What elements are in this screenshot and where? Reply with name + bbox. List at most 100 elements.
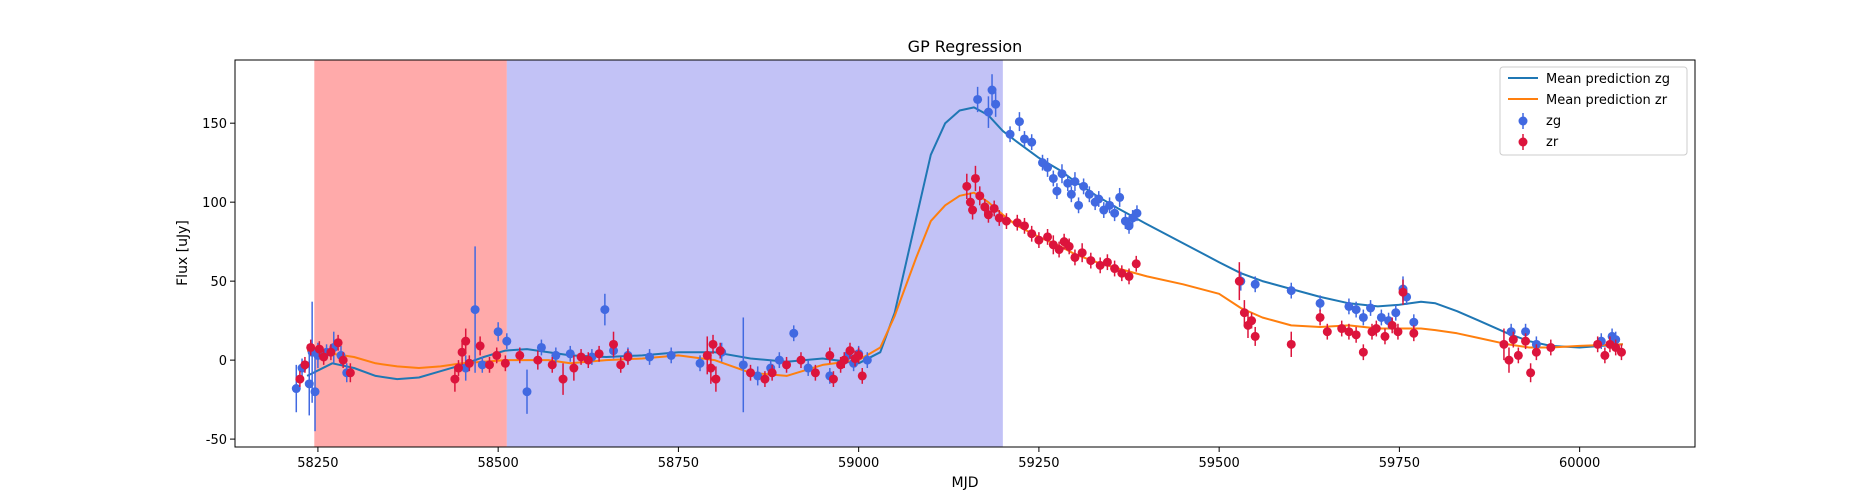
data-point — [1366, 303, 1376, 313]
data-point — [609, 339, 619, 349]
data-point — [1247, 316, 1257, 326]
data-point — [1095, 260, 1105, 270]
data-point — [1600, 350, 1610, 360]
data-point — [753, 371, 763, 381]
data-point — [569, 363, 579, 373]
data-point — [536, 342, 546, 352]
data-point — [782, 360, 792, 370]
x-tick-label: 58750 — [658, 456, 699, 471]
data-point — [983, 107, 993, 117]
data-point — [1012, 218, 1022, 228]
x-axis-label: MJD — [952, 475, 979, 491]
data-point — [492, 350, 502, 360]
data-point — [310, 387, 320, 397]
data-point — [803, 363, 813, 373]
x-tick-label: 59250 — [1018, 456, 1059, 471]
data-point — [796, 355, 806, 365]
data-point — [547, 360, 557, 370]
data-point — [454, 363, 464, 373]
data-point — [828, 374, 838, 384]
legend-label-zg-line: Mean prediction zg — [1546, 72, 1670, 87]
data-point — [1070, 177, 1080, 187]
data-point — [825, 350, 835, 360]
x-tick-label: 59500 — [1198, 456, 1239, 471]
data-point — [1526, 368, 1536, 378]
data-point — [1086, 256, 1096, 266]
data-point — [1234, 276, 1244, 286]
legend-marker-zg — [1518, 116, 1528, 126]
data-point — [645, 352, 655, 362]
data-point — [470, 305, 480, 315]
data-point — [1239, 308, 1249, 318]
data-point — [522, 387, 532, 397]
chart-title: GP Regression — [908, 37, 1023, 56]
legend: Mean prediction zg Mean prediction zr zg… — [1499, 66, 1688, 156]
data-point — [464, 358, 474, 368]
shaded-region-1 — [314, 60, 507, 447]
data-point — [702, 350, 712, 360]
data-point — [300, 360, 310, 370]
data-point — [565, 349, 575, 359]
data-point — [314, 344, 324, 354]
data-point — [1066, 189, 1076, 199]
y-tick-label: 100 — [202, 196, 227, 211]
data-point — [962, 181, 972, 191]
data-point — [1315, 298, 1325, 308]
data-point — [333, 338, 343, 348]
data-point — [1521, 336, 1531, 346]
data-point — [738, 360, 748, 370]
data-point — [1351, 330, 1361, 340]
data-point — [987, 85, 997, 95]
data-point — [1506, 327, 1516, 337]
y-axis-label: Flux [uJy] — [175, 220, 191, 286]
data-point — [1131, 259, 1141, 269]
shaded-region-2 — [506, 60, 1003, 447]
y-tick-label: 50 — [210, 275, 227, 290]
data-point — [1105, 200, 1115, 210]
data-point — [965, 197, 975, 207]
data-point — [1499, 339, 1509, 349]
data-point — [1019, 134, 1029, 144]
data-point — [533, 355, 543, 365]
data-point — [789, 328, 799, 338]
data-point — [746, 368, 756, 378]
data-point — [1110, 264, 1120, 274]
series-points-zr — [295, 165, 1626, 395]
series-points-zg — [291, 74, 1621, 432]
data-point — [991, 99, 1001, 109]
legend-label-zg-points: zg — [1546, 114, 1561, 129]
data-point — [1043, 162, 1053, 172]
data-point — [1019, 221, 1029, 231]
data-point — [839, 355, 849, 365]
data-point — [706, 363, 716, 373]
data-point — [1250, 279, 1260, 289]
data-point — [623, 352, 633, 362]
data-point — [1001, 216, 1011, 226]
data-point — [600, 305, 610, 315]
data-point — [1398, 287, 1408, 297]
data-point — [1286, 286, 1296, 296]
data-point — [1387, 320, 1397, 330]
x-tick-label: 58250 — [297, 456, 338, 471]
data-point — [1521, 327, 1531, 337]
data-point — [576, 352, 586, 362]
data-point — [616, 360, 626, 370]
data-point — [1079, 181, 1089, 191]
data-point — [493, 327, 503, 337]
data-point — [1508, 335, 1518, 345]
data-point — [1409, 317, 1419, 327]
data-point — [1286, 339, 1296, 349]
data-point — [461, 336, 471, 346]
data-point — [551, 350, 561, 360]
data-point — [1084, 189, 1094, 199]
data-point — [980, 202, 990, 212]
data-point — [857, 371, 867, 381]
data-point — [975, 191, 985, 201]
data-point — [1513, 350, 1523, 360]
data-point — [1054, 245, 1064, 255]
data-point — [970, 173, 980, 183]
data-point — [1014, 117, 1024, 127]
data-point — [583, 355, 593, 365]
data-point — [295, 374, 305, 384]
y-tick-label: 0 — [219, 354, 227, 369]
